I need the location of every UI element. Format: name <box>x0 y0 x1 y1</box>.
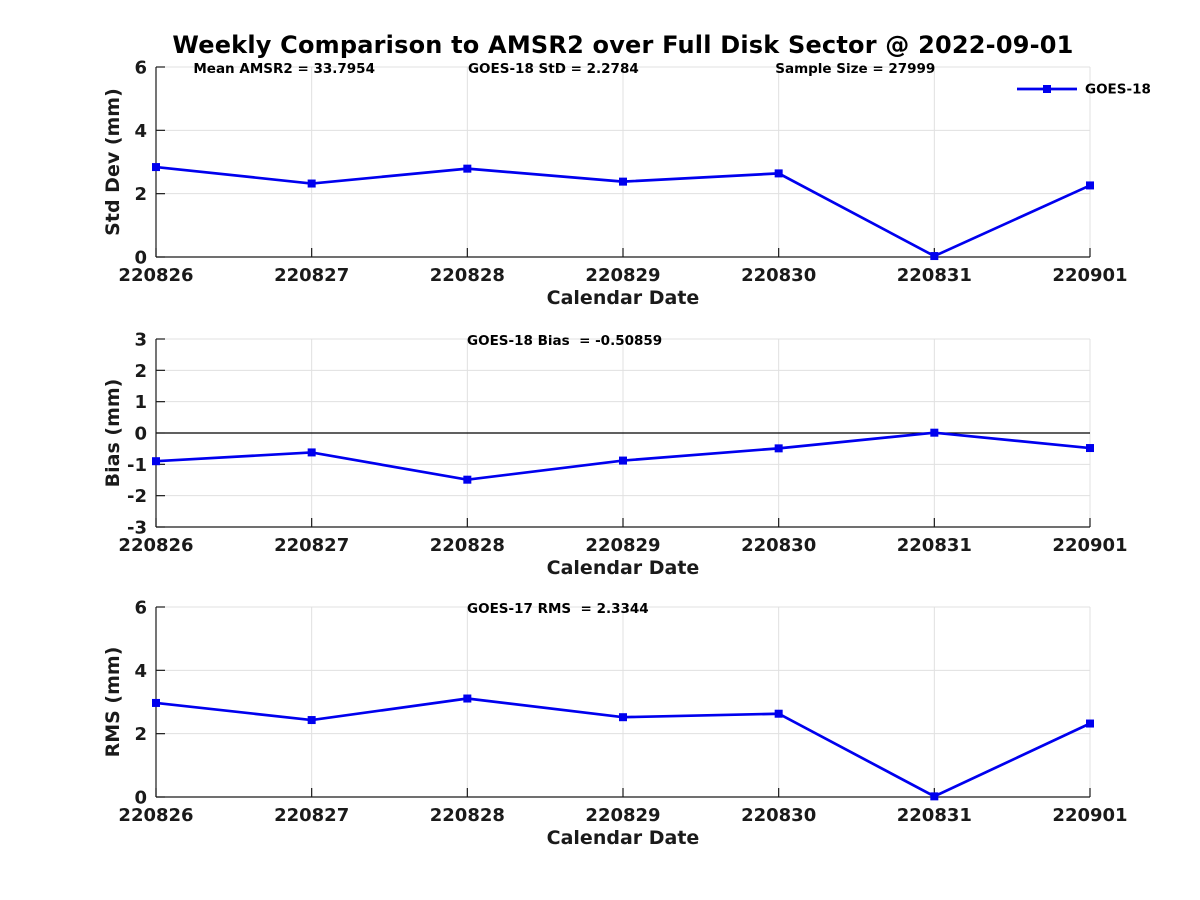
x-tick-label: 220901 <box>1052 805 1127 826</box>
data-point-marker <box>774 169 783 178</box>
y-axis-label: Bias (mm) <box>102 379 124 488</box>
data-point-marker <box>152 163 160 172</box>
x-tick-label: 220828 <box>430 535 505 556</box>
legend-label: GOES-18 <box>1085 82 1151 98</box>
x-tick-label: 220827 <box>274 805 349 826</box>
stat-annotation: GOES-18 StD = 2.2784 <box>468 61 639 77</box>
data-point-marker <box>463 164 472 173</box>
data-point-marker <box>1086 444 1094 453</box>
y-tick-label: 6 <box>134 58 147 79</box>
y-tick-label: -3 <box>127 518 147 539</box>
data-point-marker <box>1086 719 1094 728</box>
x-tick-label: 220828 <box>430 805 505 826</box>
y-tick-label: 4 <box>134 661 147 682</box>
x-tick-label: 220830 <box>741 535 816 556</box>
y-tick-label: 0 <box>134 788 147 809</box>
x-axis-label: Calendar Date <box>547 827 700 849</box>
x-tick-label: 220828 <box>430 265 505 286</box>
y-tick-label: 3 <box>134 330 147 351</box>
y-tick-label: 2 <box>134 724 147 745</box>
data-point-marker <box>307 448 316 457</box>
y-tick-label: 0 <box>134 424 147 445</box>
data-point-marker <box>619 713 627 722</box>
x-tick-label: 220901 <box>1052 265 1127 286</box>
data-point-marker <box>774 444 783 453</box>
data-point-marker <box>152 457 160 466</box>
y-tick-label: -1 <box>127 455 147 476</box>
data-point-marker <box>463 475 472 484</box>
legend-marker-sample <box>1043 85 1051 93</box>
y-tick-label: 1 <box>134 392 147 413</box>
x-tick-label: 220829 <box>585 535 660 556</box>
stat-annotation: GOES-18 Bias = -0.50859 <box>467 333 662 349</box>
y-tick-label: 0 <box>134 248 147 269</box>
y-tick-label: 6 <box>134 598 147 619</box>
data-point-marker <box>1086 181 1094 190</box>
y-tick-label: -2 <box>127 486 147 507</box>
x-tick-label: 220831 <box>897 805 972 826</box>
x-tick-label: 220830 <box>741 805 816 826</box>
data-point-marker <box>307 179 316 188</box>
data-point-marker <box>463 694 472 703</box>
x-tick-label: 220826 <box>118 265 193 286</box>
x-tick-label: 220826 <box>118 805 193 826</box>
x-tick-label: 220826 <box>118 535 193 556</box>
x-tick-label: 220827 <box>274 265 349 286</box>
x-tick-label: 220901 <box>1052 535 1127 556</box>
data-point-marker <box>152 698 160 707</box>
stat-annotation: Sample Size = 27999 <box>775 61 935 77</box>
y-tick-label: 2 <box>134 361 147 382</box>
x-axis-label: Calendar Date <box>547 557 700 579</box>
x-tick-label: 220830 <box>741 265 816 286</box>
x-tick-label: 220829 <box>585 805 660 826</box>
data-point-marker <box>930 792 939 801</box>
data-point-marker <box>307 716 316 725</box>
y-tick-label: 2 <box>134 184 147 205</box>
x-tick-label: 220827 <box>274 535 349 556</box>
figure-title: Weekly Comparison to AMSR2 over Full Dis… <box>172 31 1074 59</box>
data-point-marker <box>619 456 627 465</box>
stat-annotation: Mean AMSR2 = 33.7954 <box>193 61 375 77</box>
x-tick-label: 220831 <box>897 535 972 556</box>
y-axis-label: Std Dev (mm) <box>102 88 124 236</box>
x-tick-label: 220831 <box>897 265 972 286</box>
data-point-marker <box>930 428 939 437</box>
y-axis-label: RMS (mm) <box>102 647 124 758</box>
x-tick-label: 220829 <box>585 265 660 286</box>
stat-annotation: GOES-17 RMS = 2.3344 <box>467 601 649 617</box>
data-point-marker <box>619 177 627 186</box>
data-point-marker <box>774 709 783 718</box>
data-point-marker <box>930 252 939 261</box>
x-axis-label: Calendar Date <box>547 287 700 309</box>
y-tick-label: 4 <box>134 121 147 142</box>
